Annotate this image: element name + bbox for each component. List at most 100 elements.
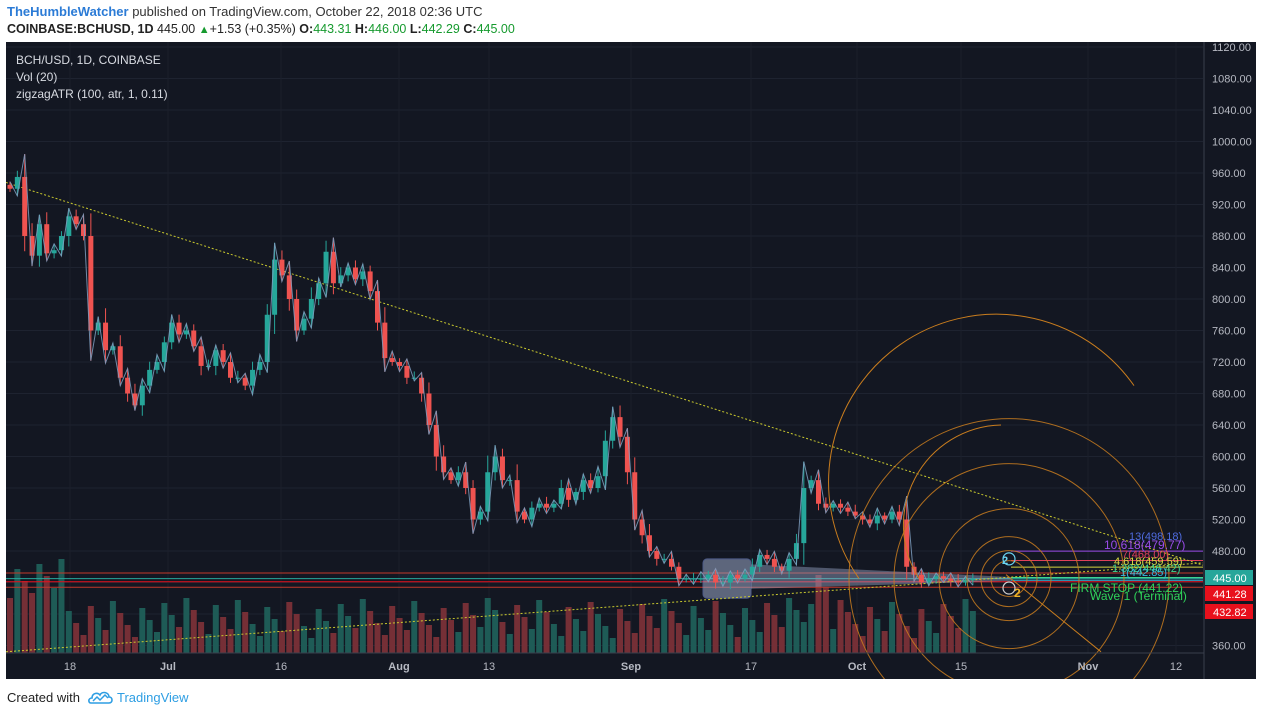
candle-body [499,456,505,481]
candle-body [213,350,219,366]
volume-bar [749,620,756,653]
candle-body [29,236,35,256]
volume-bar [896,614,903,653]
price-tick-label: 520.00 [1212,515,1246,527]
candle-body [580,480,586,492]
candle-body [617,417,623,437]
volume-bar [256,636,263,653]
candle-body [264,314,270,362]
candle-body [654,551,660,559]
volume-bar [705,630,712,653]
volume-bar [558,636,565,653]
price-tick-label: 560.00 [1212,483,1246,495]
volume-bar [962,599,969,653]
legend-volume[interactable]: Vol (20) [16,70,58,84]
volume-bar [51,588,58,653]
candle-body [551,503,557,508]
time-tick-label: Aug [388,661,409,673]
tradingview-brand[interactable]: TradingView [117,690,189,705]
candle-body [426,393,432,425]
volume-bar [947,616,954,653]
range-wedge [751,564,1011,589]
open-label: O: [299,22,314,36]
close-label: C: [463,22,477,36]
candle-body [948,578,954,581]
volume-bar [124,625,131,653]
candle-body [507,480,513,482]
price-tick-label: 1000.00 [1212,137,1252,149]
candle-body [661,558,667,560]
volume-bar [624,621,631,653]
candle-body [110,346,116,351]
price-chart[interactable]: 13(498.18) 10.618(479.77) 7(468.00) 4.61… [6,42,1256,679]
volume-bar [286,602,293,653]
candle-body [860,515,866,520]
fib-circle [980,550,1038,608]
volume-bars [7,559,976,653]
candle-body [646,535,652,551]
candle-body [404,365,410,378]
candle-body [786,558,792,571]
candle-body [125,377,131,394]
candle-body [926,578,932,583]
candle-body [595,476,601,488]
volume-bar [315,609,322,653]
candle-body [845,507,851,512]
candle-body [691,578,697,580]
volume-bar [639,604,646,653]
volume-bar [440,608,447,653]
candle-body [360,271,366,280]
tradingview-cloud-icon[interactable] [88,689,114,705]
candle-body [257,362,263,370]
candle-body [103,322,109,351]
candle-body [154,362,160,370]
price-tick-label: 720.00 [1212,357,1246,369]
candle-body [963,580,968,583]
volume-bar [506,634,513,653]
candle-body [316,283,322,299]
candle-body [139,385,145,406]
level-432-text: 432.82 [1213,607,1247,619]
time-axis[interactable]: 18 Jul 16 Aug 13 Sep 17 Oct 15 Nov 12 [6,652,1204,673]
legend-indicator[interactable]: zigzagATR (100, atr, 1, 0.11) [16,87,168,101]
volume-bar [822,587,829,653]
volume-bar [95,618,102,653]
price-axis[interactable]: 1120.00 1080.00 1040.00 1000.00 960.00 920.00… [1203,42,1252,679]
volume-bar [918,609,925,653]
candle-body [705,574,711,579]
candle-body [117,346,123,378]
volume-bar [815,575,822,653]
volume-bar [29,593,36,653]
volume-bar [183,598,190,653]
candle-body [191,330,197,347]
candle-body [801,488,807,544]
volume-bar [425,625,432,653]
candle-body [51,250,57,254]
trendlines [6,181,1204,653]
candle-body [345,267,351,276]
candle-body [389,358,395,362]
volume-bar [477,627,484,653]
candle-body [22,176,28,236]
candle-body [771,558,777,567]
author-link[interactable]: TheHumbleWatcher [7,4,129,19]
candle-body [757,554,763,567]
high-value: 446.00 [368,22,407,36]
current-price-text: 445.00 [1213,573,1247,585]
fib-1382-label: 1.382(446.42) [1112,563,1181,575]
level-441-tag [1205,586,1253,601]
volume-bar [712,601,719,653]
volume-bar [933,633,940,653]
candle-body [463,472,469,488]
fib-circle [848,418,1170,679]
candle-body [573,491,579,500]
symbol-quote-line: COINBASE:BCHUSD, 1D 445.00 ▲+1.53 (+0.35… [7,22,515,36]
volume-bar [844,612,851,653]
candle-body [933,576,939,579]
fib-1-label: 1(442.85) [1120,567,1167,579]
volume-bar [565,607,572,653]
volume-bar [742,608,748,653]
candle-body [477,511,483,520]
candle-body [286,275,292,299]
open-value: 443.31 [313,22,352,36]
